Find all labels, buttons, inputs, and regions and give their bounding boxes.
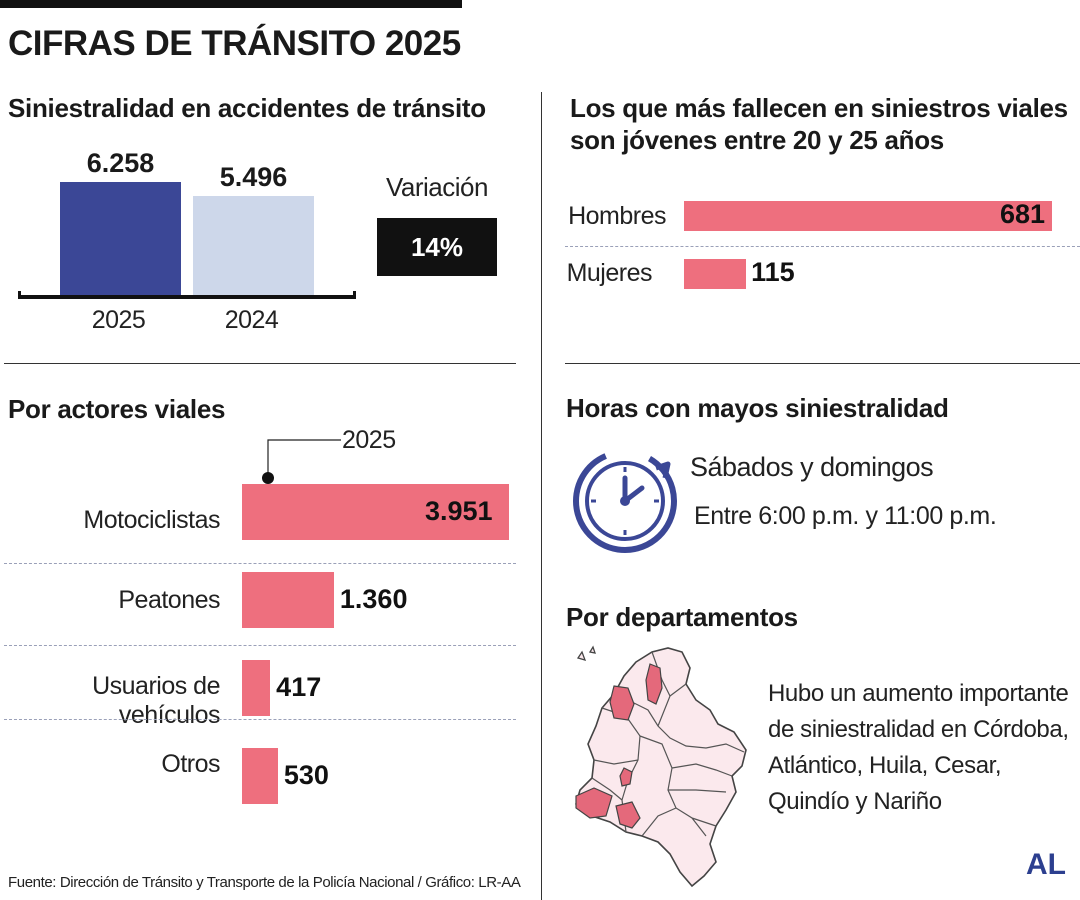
annotation-year-label: 2025 <box>342 426 396 454</box>
gender-bar-mujeres <box>684 259 747 289</box>
departamentos-title: Por departamentos <box>566 602 798 632</box>
actor-bar-usuarios-vehiculos <box>242 660 271 716</box>
bar-2024 <box>193 196 314 297</box>
actor-bar-otros <box>242 748 278 804</box>
actor-label-peatones: Peatones <box>118 586 220 614</box>
bar-2025-value-label: 6.258 <box>86 148 155 178</box>
actor-bar-motociclistas <box>242 484 509 540</box>
bar-baseline <box>18 295 356 299</box>
baseline-tick-left <box>18 291 21 299</box>
departamentos-text-line-1: Hubo un aumento importante <box>768 680 1069 707</box>
source-note: Fuente: Dirección de Tránsito y Transpor… <box>8 874 521 891</box>
actor-value-usuarios-vehiculos: 417 <box>276 672 322 702</box>
publisher-logo: AL <box>1022 842 1070 888</box>
bar-2024-category-label: 2024 <box>224 306 279 334</box>
siniestralidad-bar-chart: 6.258 5.496 2025 2024 <box>0 0 540 360</box>
actor-separator-3 <box>4 719 516 720</box>
bar-2025 <box>60 182 181 297</box>
right-section-divider <box>565 363 1080 364</box>
gender-separator <box>565 246 1080 247</box>
actor-value-peatones: 1.360 <box>339 584 408 614</box>
departamentos-text-line-3: Atlántico, Huila, Cesar, <box>768 752 1002 779</box>
annotation-leader-line <box>262 439 341 484</box>
clock-icon <box>573 448 677 553</box>
baseline-tick-right <box>353 291 356 299</box>
gender-category-mujeres: Mujeres <box>566 259 653 287</box>
siniestralidad-title: Siniestralidad en accidentes de tránsito <box>8 93 486 123</box>
actor-label-usuarios-vehiculos: Usuarios de vehículos <box>92 672 220 729</box>
colombia-map-icon <box>575 645 747 888</box>
gender-title: Los que más fallecen en siniestros viale… <box>570 93 1068 155</box>
bar-2025-category-label: 2025 <box>91 306 146 334</box>
departamentos-text: Hubo un aumento importante de siniestral… <box>768 676 1078 820</box>
variation-value-badge: 14% <box>377 218 497 276</box>
center-divider <box>541 92 542 900</box>
gender-category-hombres: Hombres <box>568 202 666 230</box>
actor-bar-peatones <box>242 572 334 628</box>
gender-bar-hombres <box>684 201 1052 231</box>
bar-2024-value-label: 5.496 <box>219 162 288 192</box>
top-rule <box>0 0 462 8</box>
departamentos-text-line-4: Quindío y Nariño <box>768 788 942 815</box>
actores-title: Por actores viales <box>8 394 226 424</box>
actor-label-otros: Otros <box>161 750 220 778</box>
horas-title: Horas con mayos siniestralidad <box>566 393 949 423</box>
departamentos-text-line-2: de siniestralidad en Córdoba, <box>768 716 1069 743</box>
actor-separator-1 <box>4 563 516 564</box>
actor-label-motociclistas: Motociclistas <box>83 506 220 534</box>
left-section-divider <box>4 363 516 364</box>
horas-range: Entre 6:00 p.m. y 11:00 p.m. <box>694 502 997 530</box>
actor-separator-2 <box>4 645 516 646</box>
actor-value-motociclistas: 3.951 <box>425 496 493 526</box>
actores-bar-chart: Motociclistas Peatones Usuarios de vehíc… <box>83 484 509 804</box>
gender-value-hombres: 681 <box>1000 199 1046 229</box>
variation-label: Variación <box>386 172 488 202</box>
page-title: CIFRAS DE TRÁNSITO 2025 <box>8 24 461 63</box>
gender-value-mujeres: 115 <box>751 257 795 287</box>
horas-days: Sábados y domingos <box>690 452 934 482</box>
actor-value-otros: 530 <box>283 760 329 790</box>
